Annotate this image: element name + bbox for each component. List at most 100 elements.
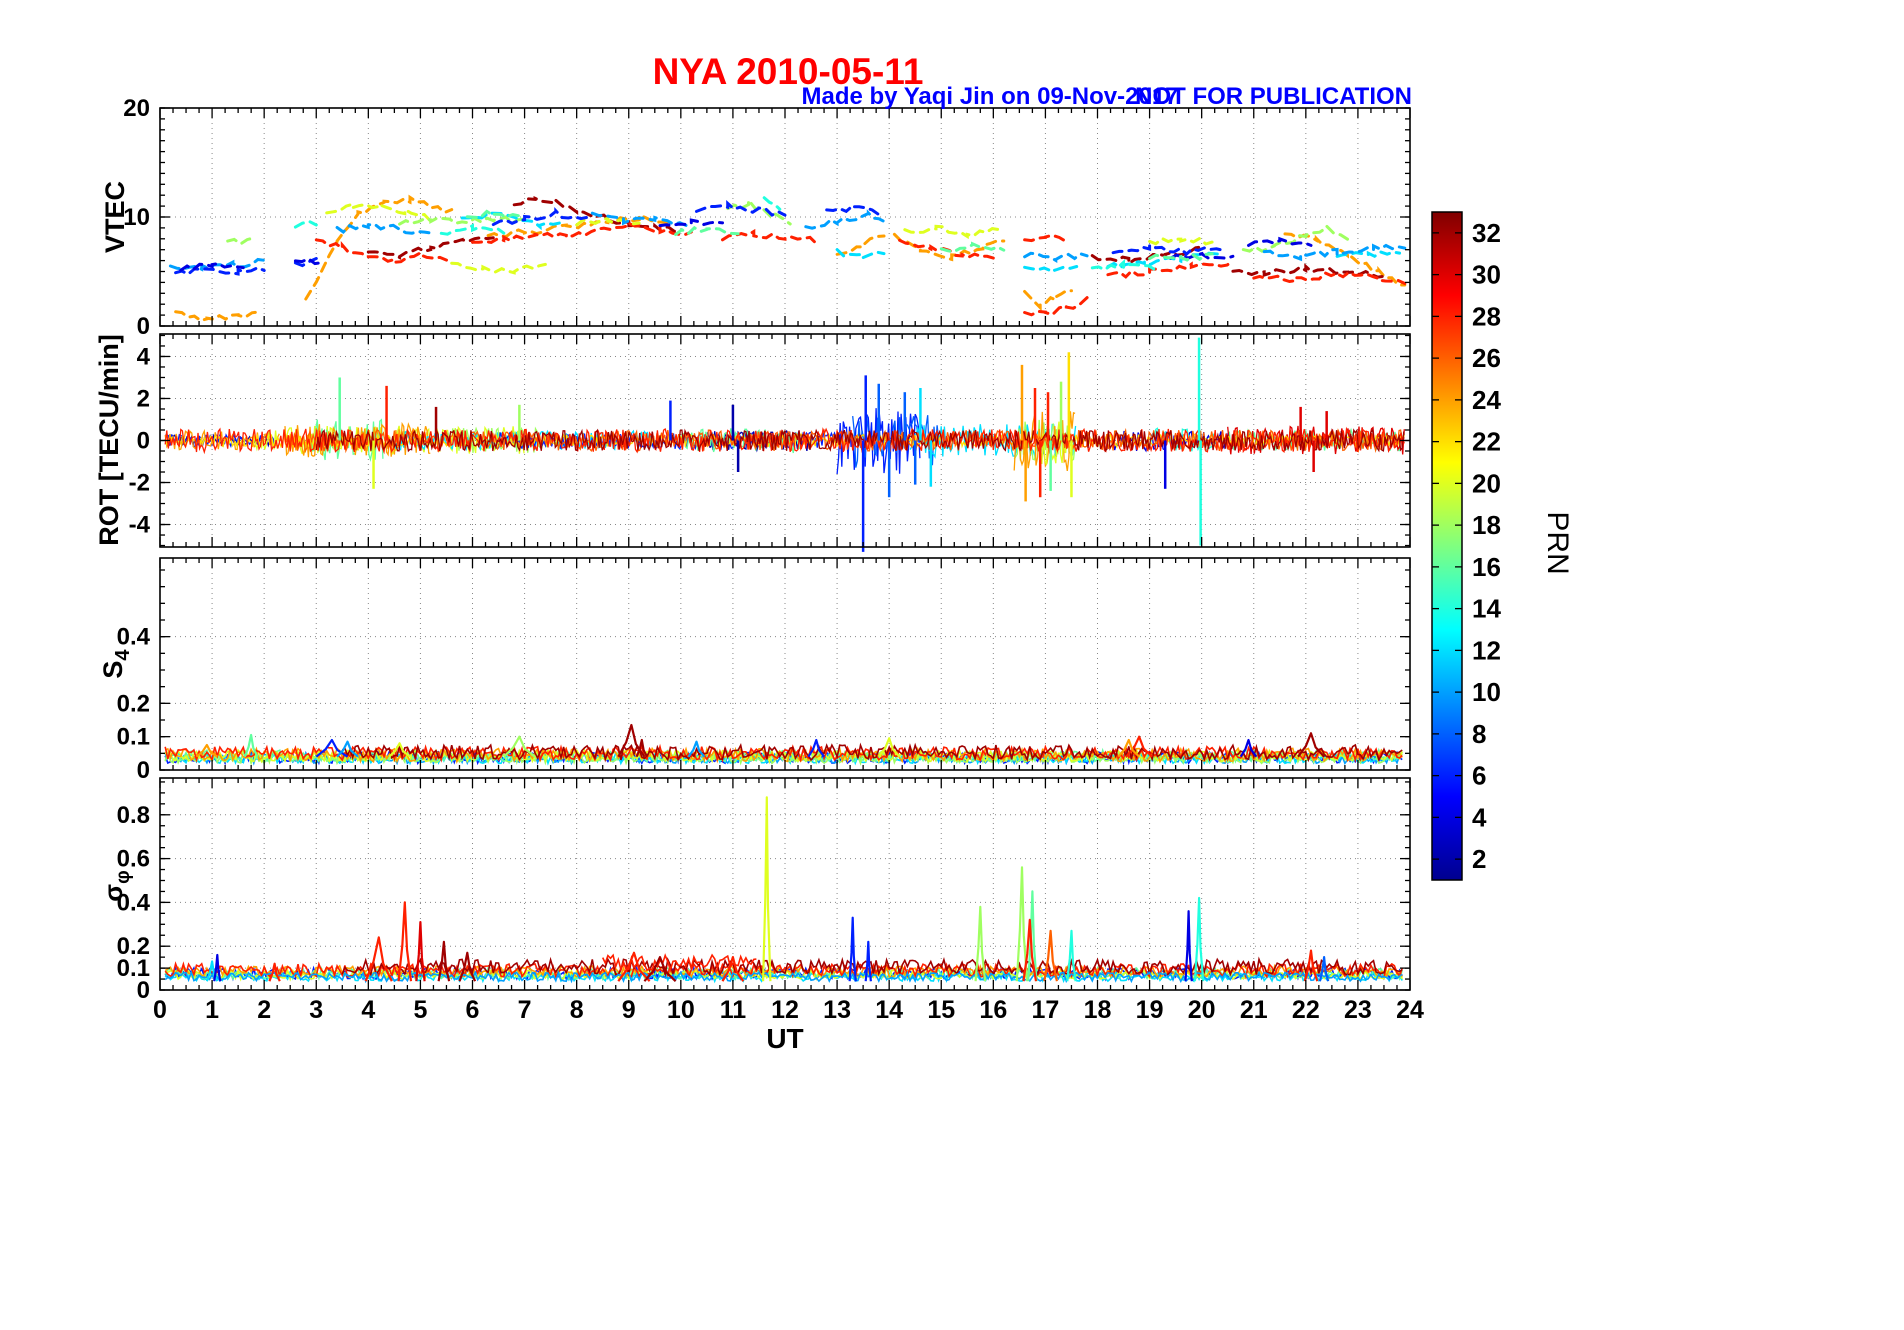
spike-prn-28 <box>1022 918 1038 982</box>
series-prn-20 <box>1148 236 1214 246</box>
series-prn-6 <box>491 207 589 227</box>
series-prn-24 <box>835 234 886 256</box>
series-prn-24 <box>1023 289 1073 312</box>
y-tick-label: 0.8 <box>117 802 150 829</box>
band-prn-32 <box>341 742 1403 763</box>
series-prn-4 <box>658 218 724 228</box>
spike-prn-28 <box>617 951 651 982</box>
spike-prn-10 <box>687 740 706 758</box>
spike-prn-16 <box>243 733 259 758</box>
x-tick-label: 8 <box>570 996 584 1024</box>
ticks <box>159 778 1411 991</box>
ut-axis-label: UT <box>766 1023 803 1054</box>
sigma_phi-panel: 00.10.2 0.4 0.6 0.8 <box>117 777 1411 1004</box>
grid <box>160 334 1410 547</box>
x-tick-label: 11 <box>720 996 747 1024</box>
page-title: NYA 2010-05-11 <box>653 51 924 92</box>
series-prn-10 <box>1023 251 1089 263</box>
x-tick-label: 2 <box>257 996 271 1024</box>
colorbar-tick-label: 24 <box>1472 385 1501 415</box>
y-tick-label: 0.2 <box>117 690 150 717</box>
y-tick-label: 0 <box>137 757 150 784</box>
colorbar-tick-label: 12 <box>1472 635 1501 665</box>
spike-prn-18 <box>503 735 536 758</box>
spike-prn-28 <box>397 901 413 982</box>
series-prn-32 <box>1231 263 1386 279</box>
s4-axis-label: S4 <box>98 649 134 679</box>
series-prn-16 <box>465 209 521 220</box>
colorbar-tick-label: 16 <box>1472 552 1501 582</box>
grid <box>160 108 1410 326</box>
x-tick-label: 14 <box>875 996 903 1024</box>
colorbar-tick-label: 22 <box>1472 427 1501 457</box>
y-tick-label: 0.6 <box>117 846 150 873</box>
spike-prn-20 <box>388 742 411 758</box>
spike-prn-14 <box>1066 929 1077 982</box>
series-prn-6 <box>1111 242 1224 259</box>
y-tick-label: 0.1 <box>117 724 150 751</box>
colorbar-tick-label: 20 <box>1472 468 1501 498</box>
series-prn-28 <box>1023 296 1089 317</box>
series-prn-10 <box>335 222 433 235</box>
s4-panel: 0 0.1 0.2 0.4 <box>117 557 1411 784</box>
colorbar-tick-label: 30 <box>1472 260 1501 290</box>
series-prn-10 <box>590 211 688 227</box>
series-prn-4 <box>179 262 245 272</box>
spike-prn-32 <box>635 738 648 758</box>
x-tick-label: 0 <box>153 996 167 1024</box>
y-tick-label: 10 <box>123 204 150 231</box>
band-prn-20 <box>1039 421 1071 465</box>
series-prn-28 <box>721 228 818 245</box>
grid <box>160 778 1410 990</box>
series-prn-32 <box>366 236 495 260</box>
series-prn-12 <box>1023 265 1079 274</box>
series-prn-6 <box>825 202 881 217</box>
colorbar-tick-label: 4 <box>1472 802 1487 832</box>
spike-prn-28 <box>364 936 393 982</box>
spike-prn-6 <box>807 738 825 758</box>
y-tick-label: 2 <box>137 385 150 412</box>
sigma-phi-axis-label: σφ <box>98 870 134 901</box>
series-prn-14 <box>439 223 506 236</box>
band-prn-8 <box>852 415 941 468</box>
series-prn-24 <box>174 310 261 323</box>
spike-prn-6 <box>848 916 857 982</box>
series-prn-10 <box>1262 243 1407 262</box>
y-tick-label: 0.1 <box>117 955 150 982</box>
spike-prn-28 <box>1125 735 1153 758</box>
spike-prn-6 <box>864 940 872 982</box>
series-prn-24 <box>1283 232 1407 287</box>
colorbar-tick-label: 10 <box>1472 677 1501 707</box>
series-prn-4 <box>1168 251 1235 260</box>
series-prn-20 <box>450 261 547 275</box>
y-tick-label: 0 <box>137 977 150 1004</box>
spike-prn-24 <box>1117 738 1140 758</box>
rot-panel: -4 -2 0 2 4 <box>129 333 1411 552</box>
spike-prn-30 <box>415 921 426 982</box>
y-tick-label: 4 <box>137 343 151 370</box>
ticks <box>159 107 1411 327</box>
spike-prn-10 <box>336 740 359 758</box>
ticks <box>159 334 1411 547</box>
y-tick-label: -2 <box>129 470 150 497</box>
colorbar-tick-label: 26 <box>1472 343 1501 373</box>
y-tick-label: 0.4 <box>117 624 151 651</box>
series-prn-20 <box>325 202 433 223</box>
colorbar-tick-label: 14 <box>1472 594 1501 624</box>
colorbar-gradient <box>1431 211 1463 881</box>
spike-prn-32 <box>617 723 646 758</box>
spike-prn-16 <box>1027 890 1038 982</box>
series-prn-4 <box>293 257 323 266</box>
series-prn-20 <box>903 224 1000 240</box>
y-tick-label: 0 <box>137 313 150 340</box>
colorbar-tick-label: 6 <box>1472 761 1486 791</box>
spike-prn-32 <box>437 940 451 982</box>
x-tick-label: 1 <box>205 996 219 1024</box>
x-tick-label: 9 <box>622 996 636 1024</box>
spike-prn-26 <box>1043 929 1058 982</box>
x-tick-label: 19 <box>1136 996 1164 1024</box>
series-prn-16 <box>674 225 740 237</box>
